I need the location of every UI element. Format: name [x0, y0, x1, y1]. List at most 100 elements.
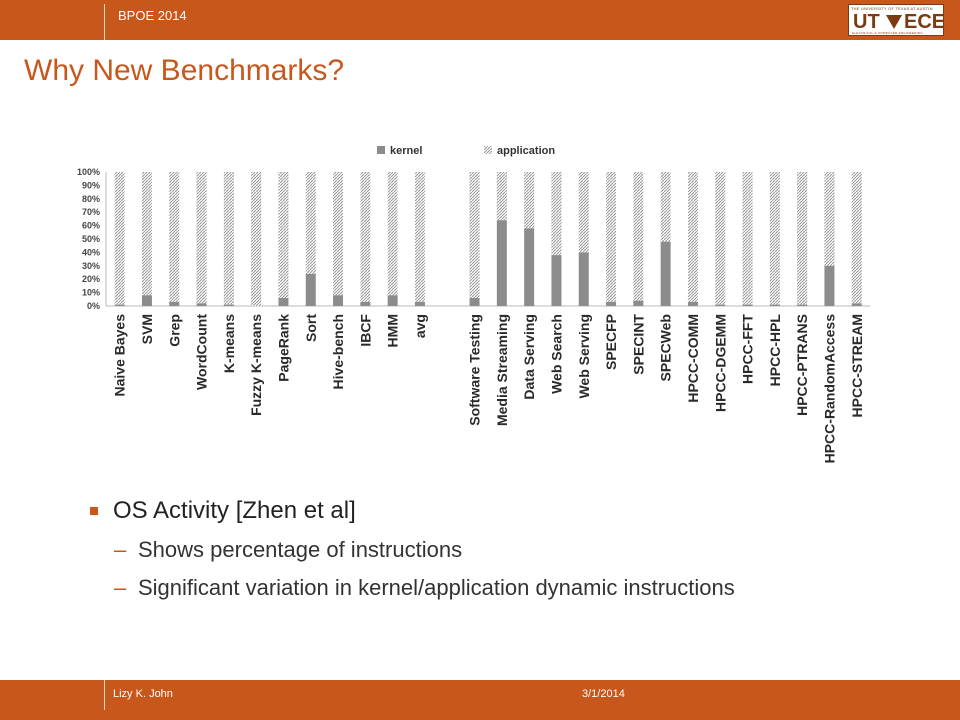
bar-kernel	[114, 304, 125, 306]
bar-application	[769, 172, 780, 305]
bar-kernel	[169, 301, 180, 306]
x-tick-label: HPCC-FFT	[740, 314, 756, 384]
footer-bar: Lizy K. John 3/1/2014	[0, 680, 960, 720]
bar-application	[496, 172, 507, 221]
footer-divider	[104, 680, 105, 710]
bar-application	[469, 172, 480, 298]
x-tick-label: Media Streaming	[494, 314, 510, 426]
sub-bullet-percentage: – Shows percentage of instructions	[88, 536, 808, 564]
bullet-os-activity: OS Activity [Zhen et al]	[88, 496, 808, 526]
bar-application	[278, 172, 289, 298]
bar-application	[824, 172, 835, 266]
y-tick-label: 40%	[82, 247, 100, 257]
y-tick-label: 70%	[82, 207, 100, 217]
bar-application	[251, 172, 262, 306]
bar-kernel	[305, 273, 316, 306]
x-tick-label: WordCount	[194, 314, 210, 390]
bar-kernel	[606, 301, 617, 306]
bar-application	[387, 172, 398, 296]
bar-kernel	[715, 304, 726, 306]
chart-figure: kernel application 0% 10% 20% 30% 40% 50% 60% 70…	[46, 132, 914, 472]
x-tick-label: HMM	[385, 314, 401, 347]
bar-kernel	[333, 295, 344, 306]
chart-bars	[114, 172, 862, 306]
bar-kernel	[660, 241, 671, 306]
x-tick-label: avg	[412, 314, 428, 338]
bar-kernel	[196, 303, 207, 306]
bar-application	[551, 172, 562, 256]
y-tick-label: 0%	[87, 301, 100, 311]
x-tick-label: Fuzzy K-means	[248, 314, 264, 416]
x-axis-labels: Naive Bayes SVM Grep WordCount K-means Fuzzy …	[112, 314, 865, 464]
bar-kernel	[387, 295, 398, 306]
bar-kernel	[851, 303, 862, 306]
sub-bullet-variation: – Significant variation in kernel/applic…	[88, 574, 808, 602]
bar-application	[742, 172, 753, 305]
x-tick-label: HPCC-RandomAccess	[821, 314, 837, 464]
x-tick-label: K-means	[221, 314, 237, 373]
bar-kernel	[141, 295, 152, 306]
bar-application	[223, 172, 234, 305]
bar-kernel	[360, 301, 371, 306]
bar-kernel	[278, 297, 289, 306]
bar-application	[606, 172, 617, 302]
x-tick-label: SPECINT	[630, 314, 646, 375]
bar-kernel	[414, 301, 425, 306]
bar-kernel	[769, 304, 780, 306]
bar-kernel	[633, 300, 644, 306]
bar-kernel	[496, 220, 507, 306]
x-tick-label: IBCF	[357, 314, 373, 347]
bar-application	[524, 172, 535, 229]
bar-application	[633, 172, 644, 301]
bullet-square-icon	[90, 507, 98, 515]
bullet-list: OS Activity [Zhen et al] – Shows percent…	[88, 496, 808, 602]
ut-ece-logo: THE UNIVERSITY OF TEXAS AT AUSTIN UT ECE…	[848, 4, 946, 36]
bar-application	[141, 172, 152, 296]
logo-ece-text: ECE	[904, 11, 946, 33]
x-tick-label: Grep	[166, 314, 182, 347]
x-tick-label: Data Serving	[521, 314, 537, 400]
y-tick-label: 10%	[82, 288, 100, 298]
x-tick-label: Hive-bench	[330, 314, 346, 389]
conference-name: BPOE 2014	[118, 8, 187, 23]
bar-application	[687, 172, 698, 302]
y-tick-label: 100%	[77, 167, 100, 177]
logo-department-text: ELECTRICAL & COMPUTER ENGINEERING	[852, 31, 923, 35]
sub-bullet-text: Shows percentage of instructions	[138, 537, 463, 562]
x-tick-label: HPCC-HPL	[767, 314, 783, 387]
bar-kernel	[742, 304, 753, 306]
x-tick-label: SPECWeb	[658, 314, 674, 381]
bar-kernel	[524, 228, 535, 306]
header-divider	[104, 4, 105, 40]
y-tick-label: 60%	[82, 221, 100, 231]
slide-title: Why New Benchmarks?	[24, 54, 345, 87]
y-tick-label: 30%	[82, 261, 100, 271]
chart-legend: kernel application	[377, 145, 555, 157]
stacked-bar-chart: kernel application 0% 10% 20% 30% 40% 50% 60% 70…	[77, 145, 871, 464]
y-tick-label: 90%	[82, 180, 100, 190]
sub-bullet-text: Significant variation in kernel/applicat…	[138, 575, 735, 600]
bar-application	[114, 172, 125, 305]
bar-application	[414, 172, 425, 302]
bar-kernel	[797, 304, 808, 306]
logo-university-text: THE UNIVERSITY OF TEXAS AT AUSTIN	[851, 6, 933, 11]
y-tick-label: 80%	[82, 194, 100, 204]
y-tick-label: 50%	[82, 234, 100, 244]
x-tick-label: PageRank	[275, 314, 291, 382]
legend-kernel-swatch	[377, 146, 385, 154]
bar-kernel	[223, 304, 234, 306]
bar-application	[360, 172, 371, 302]
x-tick-label: HPCC-STREAM	[849, 314, 865, 417]
header-bar: BPOE 2014 THE UNIVERSITY OF TEXAS AT AUS…	[0, 0, 960, 40]
bar-application	[333, 172, 344, 296]
footer-author: Lizy K. John	[113, 688, 173, 700]
bar-kernel	[824, 265, 835, 306]
dash-icon: –	[114, 575, 127, 600]
x-tick-label: Naive Bayes	[112, 314, 128, 397]
bar-application	[715, 172, 726, 305]
x-tick-label: Sort	[303, 314, 319, 342]
x-tick-label: HPCC-DGEMM	[712, 314, 728, 412]
bar-kernel	[469, 297, 480, 306]
longhorn-icon	[886, 15, 902, 29]
bar-application	[578, 172, 589, 253]
